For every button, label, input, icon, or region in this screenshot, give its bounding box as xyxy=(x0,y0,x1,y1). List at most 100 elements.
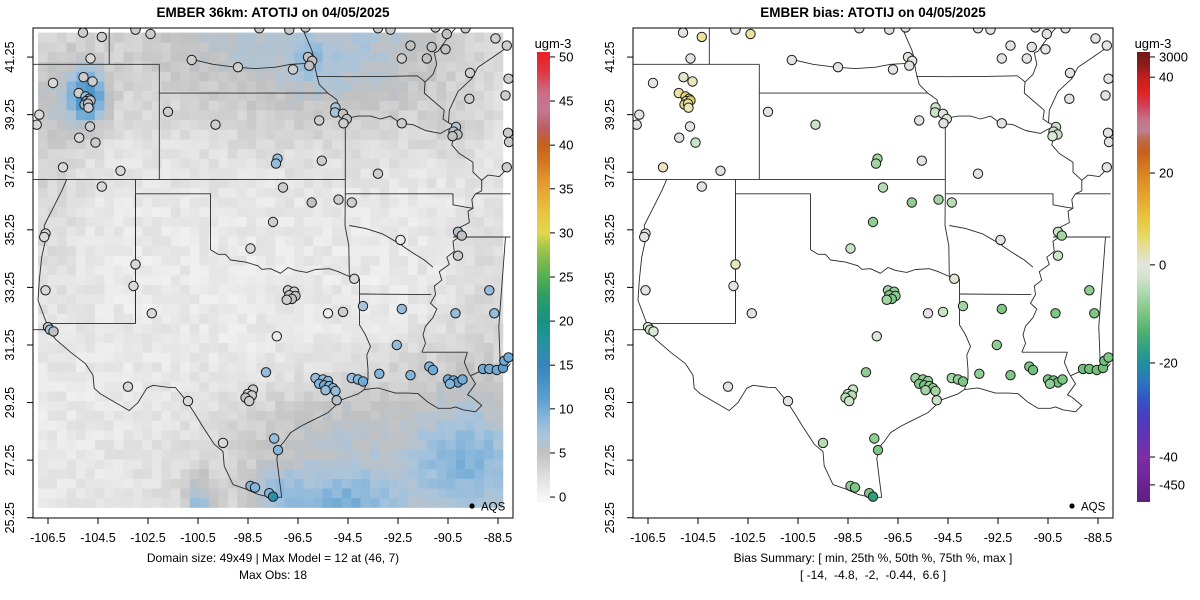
station-dot xyxy=(715,165,726,177)
x-tick-label: -102.5 xyxy=(130,531,165,545)
station-dot xyxy=(441,28,452,40)
bias-caption-line1: Bias Summary: [ min, 25th %, 50th %, 75t… xyxy=(733,551,1013,565)
station-dot xyxy=(1064,67,1076,79)
y-tick-label: 31.25 xyxy=(3,329,17,360)
station-dot xyxy=(887,64,899,75)
station-dot xyxy=(430,28,441,33)
station-dot xyxy=(949,273,960,284)
station-dot xyxy=(503,352,513,363)
station-dot xyxy=(304,60,315,71)
y-tick-label: 25.25 xyxy=(3,502,17,533)
station-dot xyxy=(1005,370,1016,381)
station-dot xyxy=(745,28,756,40)
bias-y-axis: 25.25 27.25 29.25 31.25 33.25 35.25 37.25 39.25… xyxy=(603,41,633,533)
bias-colorbar-title: ugm-3 xyxy=(1134,36,1172,51)
station-dot xyxy=(128,280,139,292)
station-dot xyxy=(146,308,158,319)
x-tick-label: -90.5 xyxy=(1034,531,1063,545)
station-dot xyxy=(1103,136,1113,148)
station-dot xyxy=(244,395,255,407)
station-dot xyxy=(867,216,879,228)
bias-map xyxy=(633,28,1113,502)
y-tick-label: 41.25 xyxy=(603,41,617,72)
station-dot xyxy=(484,285,495,296)
station-dot xyxy=(271,331,282,342)
station-dot xyxy=(391,339,402,351)
x-tick-label: -104.5 xyxy=(680,531,715,545)
station-dot xyxy=(1064,93,1075,105)
station-dot xyxy=(762,106,774,118)
station-dot xyxy=(452,250,464,261)
station-dot xyxy=(503,73,513,84)
station-dot xyxy=(900,28,911,33)
station-dot xyxy=(421,53,432,64)
station-dot xyxy=(314,115,325,126)
station-dot xyxy=(877,182,889,193)
model-plot-box xyxy=(32,27,514,519)
bias-panel-title: EMBER bias: ATOTIJ on 04/05/2025 xyxy=(760,5,986,20)
model-y-axis: 25.25 27.25 29.25 31.25 33.25 35.25 37.25 39.25… xyxy=(3,41,33,533)
station-dot xyxy=(464,93,475,105)
station-dot xyxy=(871,331,882,342)
x-tick-label: -106.5 xyxy=(630,531,665,545)
bias-aqs-legend: AQS xyxy=(1069,502,1106,514)
station-dot xyxy=(444,378,456,389)
station-dot xyxy=(232,61,244,73)
station-dot xyxy=(1101,40,1113,51)
station-dot xyxy=(687,76,698,87)
station-dot xyxy=(260,367,272,378)
station-dot xyxy=(396,118,407,129)
station-dot xyxy=(938,118,949,129)
station-dot xyxy=(501,40,512,51)
station-dot xyxy=(320,385,331,396)
station-dot xyxy=(914,115,925,126)
y-tick-label: 41.25 xyxy=(3,41,17,72)
station-dot xyxy=(782,395,794,407)
x-tick-label: -96.5 xyxy=(284,531,313,545)
model-panel-title: EMBER 36km: ATOTIJ on 04/05/2025 xyxy=(156,5,390,20)
x-tick-label: -90.5 xyxy=(434,531,463,545)
station-dot xyxy=(217,437,229,449)
station-dot xyxy=(87,76,98,87)
aqs-dot-icon xyxy=(469,503,475,509)
station-dot xyxy=(78,72,89,83)
station-dot xyxy=(730,259,741,270)
station-dot xyxy=(995,234,1006,246)
station-dot xyxy=(34,109,45,120)
station-dot xyxy=(1026,41,1038,53)
station-dot xyxy=(1005,40,1016,51)
y-tick-label: 37.25 xyxy=(3,157,17,188)
station-dot xyxy=(330,385,341,397)
colorbar-tick-label: 20 xyxy=(559,314,573,329)
model-map xyxy=(33,28,513,508)
station-dot xyxy=(832,61,844,73)
colorbar-tick-label: 3000 xyxy=(1159,49,1188,64)
colorbar-tick-label: 5 xyxy=(559,445,566,460)
station-dot xyxy=(884,28,895,35)
station-dot xyxy=(746,308,757,319)
station-dot xyxy=(357,300,369,312)
station-dot xyxy=(267,216,279,228)
station-dot xyxy=(337,306,349,318)
station-dot xyxy=(916,155,927,166)
station-dot xyxy=(503,136,513,148)
station-dot xyxy=(844,395,855,407)
station-dot xyxy=(810,119,821,130)
station-dot xyxy=(648,326,659,337)
station-dot xyxy=(90,137,101,148)
station-dot xyxy=(385,28,396,35)
x-tick-label: -100.5 xyxy=(180,531,215,545)
x-tick-label: -100.5 xyxy=(780,531,815,545)
station-dot xyxy=(957,376,969,387)
colorbar-tick-label: 15 xyxy=(559,358,573,373)
station-dot xyxy=(306,197,317,208)
station-dot xyxy=(996,303,1007,315)
station-dot xyxy=(145,28,156,40)
station-dot xyxy=(974,368,985,379)
station-dot xyxy=(440,44,451,55)
x-tick-label: -106.5 xyxy=(30,531,65,545)
station-dot xyxy=(277,182,289,193)
station-dot xyxy=(634,109,645,120)
